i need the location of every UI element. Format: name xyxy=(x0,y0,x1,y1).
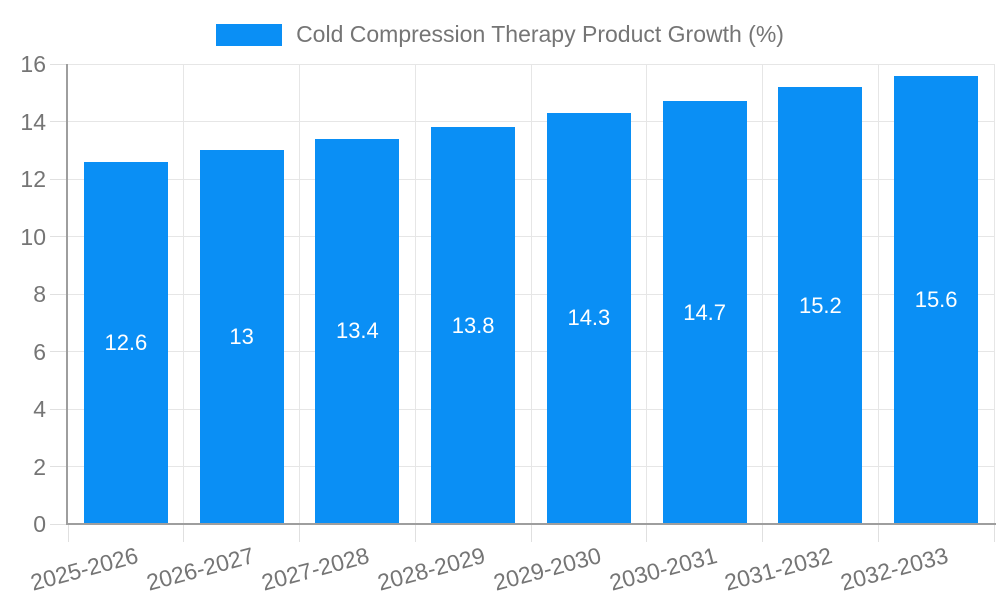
gridline-vertical xyxy=(877,64,879,524)
y-axis-tick xyxy=(50,121,68,122)
x-axis-tick xyxy=(646,524,648,542)
bar: 13.4 xyxy=(315,138,400,524)
y-tick-label: 8 xyxy=(33,281,46,307)
x-tick-label: 2031-2032 xyxy=(722,542,836,596)
bar-value-label: 13.8 xyxy=(451,312,495,338)
bar-value-label: 15.6 xyxy=(914,286,958,312)
bar-value-label: 15.2 xyxy=(798,292,842,318)
x-axis-tick xyxy=(183,524,185,542)
y-tick-label: 14 xyxy=(20,108,46,135)
x-tick-label: 2030-2031 xyxy=(606,542,720,596)
y-axis-tick xyxy=(50,523,68,525)
bar-value-label: 14.7 xyxy=(683,299,727,325)
y-axis-tick xyxy=(50,236,68,237)
gridline-vertical xyxy=(993,64,995,524)
y-axis-tick xyxy=(50,466,68,467)
bar-value-label: 14.3 xyxy=(567,305,611,331)
bar-value-label: 13 xyxy=(229,324,254,350)
legend-swatch xyxy=(216,23,283,46)
gridline-vertical xyxy=(530,64,532,524)
x-axis-tick xyxy=(877,524,879,542)
x-axis-tick xyxy=(993,524,995,542)
y-axis-tick xyxy=(50,178,68,180)
gridline-vertical xyxy=(299,64,300,524)
gridline-vertical xyxy=(646,64,648,524)
y-tick-label: 0 xyxy=(33,511,46,537)
y-axis-line xyxy=(66,64,68,524)
legend-series-label: Cold Compression Therapy Product Growth … xyxy=(296,21,784,47)
bar: 12.6 xyxy=(83,161,168,524)
y-axis-tick xyxy=(50,408,68,410)
bar-value-label: 13.4 xyxy=(335,318,379,344)
x-tick-label: 2026-2027 xyxy=(143,542,257,596)
y-tick-label: 2 xyxy=(33,453,46,480)
x-axis-tick xyxy=(530,524,532,542)
x-tick-label: 2028-2029 xyxy=(374,542,488,596)
y-tick-label: 4 xyxy=(33,396,46,422)
y-tick-label: 12 xyxy=(20,166,46,192)
bar: 13 xyxy=(199,150,284,524)
bar: 13.8 xyxy=(431,127,516,524)
y-tick-label: 6 xyxy=(33,338,46,365)
bar: 15.2 xyxy=(778,87,863,524)
gridline-vertical xyxy=(762,64,763,524)
x-tick-label: 2029-2030 xyxy=(490,542,604,596)
x-axis-tick xyxy=(67,524,69,542)
y-tick-label: 10 xyxy=(20,223,46,250)
gridline-vertical xyxy=(414,64,416,524)
y-axis-tick xyxy=(50,293,68,295)
x-axis-tick xyxy=(299,524,300,542)
x-tick-label: 2032-2033 xyxy=(837,542,951,596)
chart-legend: Cold Compression Therapy Product Growth … xyxy=(0,21,1000,48)
gridline-vertical xyxy=(183,64,185,524)
bar: 14.7 xyxy=(662,101,747,524)
x-tick-label: 2025-2026 xyxy=(27,542,141,596)
bar: 15.6 xyxy=(894,75,979,524)
y-tick-label: 16 xyxy=(20,51,46,77)
x-axis-tick xyxy=(414,524,416,542)
bar: 14.3 xyxy=(546,112,631,524)
y-axis-tick xyxy=(50,351,68,352)
x-axis-line xyxy=(66,523,996,525)
bar-value-label: 12.6 xyxy=(104,329,148,355)
y-axis-tick xyxy=(50,63,68,65)
x-tick-label: 2027-2028 xyxy=(259,542,373,596)
plot-area: 0 2 4 6 8 10 12 14 16 12.6 13 13.4 13.8 14.3 14.7 15.2 1… xyxy=(20,51,996,596)
x-axis-tick xyxy=(762,524,763,542)
